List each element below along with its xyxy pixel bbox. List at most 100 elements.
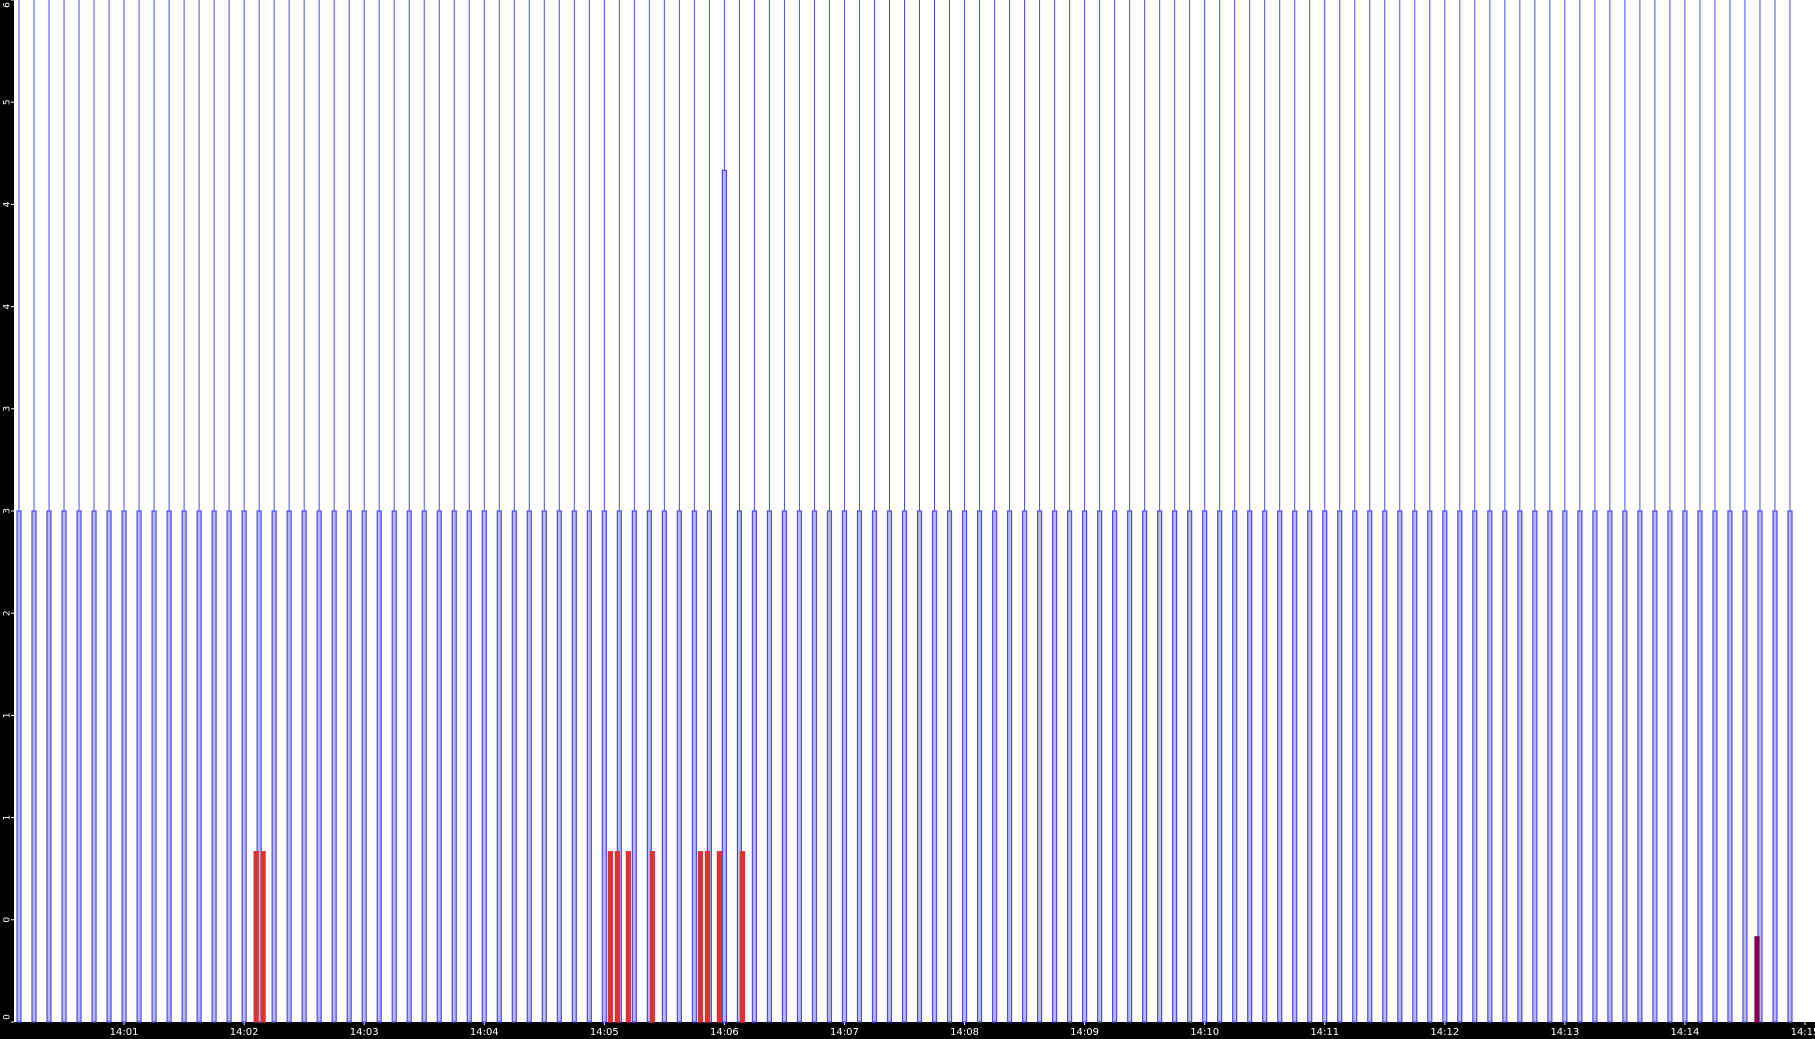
bar (1081, 510, 1088, 1023)
bar (614, 851, 620, 1023)
x-tick-label: 14:08 (950, 1027, 979, 1038)
x-tick-label: 14:09 (1070, 1027, 1099, 1038)
x-tick-label: 14:03 (350, 1027, 379, 1038)
y-tick-label: 1 (3, 713, 13, 719)
bar (260, 851, 266, 1023)
y-tick-label: 0 (3, 1014, 13, 1020)
bar (871, 510, 878, 1023)
y-tick-label: 0 (3, 917, 13, 923)
x-tick-label: 14:10 (1190, 1027, 1219, 1038)
x-tick-label: 14:01 (110, 1027, 139, 1038)
bar (1757, 510, 1763, 1023)
bar (1397, 510, 1403, 1023)
bar (376, 510, 382, 1023)
bar (166, 510, 172, 1023)
bar (1277, 510, 1283, 1023)
bar (541, 510, 547, 1023)
bar (1697, 510, 1703, 1023)
bar (1607, 510, 1613, 1023)
bar (1667, 510, 1673, 1023)
bar (1727, 510, 1733, 1023)
bar (625, 851, 631, 1023)
bar (1036, 510, 1043, 1023)
bar (121, 510, 127, 1023)
bar (481, 510, 487, 1023)
bar (1051, 510, 1058, 1023)
bar (1202, 510, 1208, 1023)
bar (1427, 510, 1433, 1023)
bar (781, 510, 788, 1023)
bar (601, 510, 607, 1023)
bar (1772, 510, 1778, 1023)
bar (241, 510, 247, 1023)
bar (811, 510, 818, 1023)
bar (1006, 510, 1013, 1023)
bar (391, 510, 397, 1023)
bar (1217, 510, 1223, 1023)
bar (151, 510, 157, 1023)
y-tick-label: 3 (3, 406, 13, 412)
bar (361, 510, 367, 1023)
bar (1517, 510, 1523, 1023)
bar (61, 510, 67, 1023)
y-tick-label: 5 (3, 99, 13, 105)
plot-area (14, 0, 1815, 1022)
bar (106, 510, 112, 1023)
bar (736, 510, 743, 1023)
bar (676, 510, 682, 1023)
bar (511, 510, 517, 1023)
bar (1232, 510, 1238, 1023)
bar (766, 510, 773, 1023)
bar (1292, 510, 1298, 1023)
bar (1367, 510, 1373, 1023)
bar (1712, 510, 1718, 1023)
x-tick-label: 14:05 (590, 1027, 619, 1038)
y-tick-label: 1 (3, 815, 13, 821)
bar (796, 510, 803, 1023)
bar (1682, 510, 1688, 1023)
bar (181, 510, 187, 1023)
bar (1382, 510, 1388, 1023)
bar (1577, 510, 1583, 1023)
bar (1337, 510, 1343, 1023)
bar (1472, 510, 1478, 1023)
bar (691, 510, 697, 1023)
bar (1487, 510, 1493, 1023)
bar (607, 851, 613, 1023)
bar (1592, 510, 1598, 1023)
bar (91, 510, 97, 1023)
bar (721, 169, 727, 1023)
bar (646, 510, 652, 1023)
bar (571, 510, 577, 1023)
bar (1157, 510, 1163, 1023)
bar (136, 510, 142, 1023)
bar (301, 510, 307, 1023)
bar (716, 851, 722, 1023)
bar (1021, 510, 1028, 1023)
x-tick-label: 14:11 (1310, 1027, 1339, 1038)
bar (697, 851, 703, 1023)
x-tick-label: 14:12 (1430, 1027, 1459, 1038)
bar (256, 510, 262, 1023)
y-tick-label: 6 (3, 2, 13, 8)
bar (1142, 510, 1148, 1023)
bar (31, 510, 37, 1023)
y-tick-label: 2 (3, 610, 13, 616)
bar (466, 510, 472, 1023)
bar (406, 510, 412, 1023)
bar (1532, 510, 1538, 1023)
bar (751, 510, 758, 1023)
bar (1622, 510, 1628, 1023)
bar (1412, 510, 1418, 1023)
bar (1787, 510, 1793, 1023)
bar (271, 510, 277, 1023)
bar (1262, 510, 1268, 1023)
bar (1562, 510, 1568, 1023)
bar (211, 510, 217, 1023)
bar (196, 510, 202, 1023)
bar (1637, 510, 1643, 1023)
bar (76, 510, 82, 1023)
bar (556, 510, 562, 1023)
bar (46, 510, 52, 1023)
